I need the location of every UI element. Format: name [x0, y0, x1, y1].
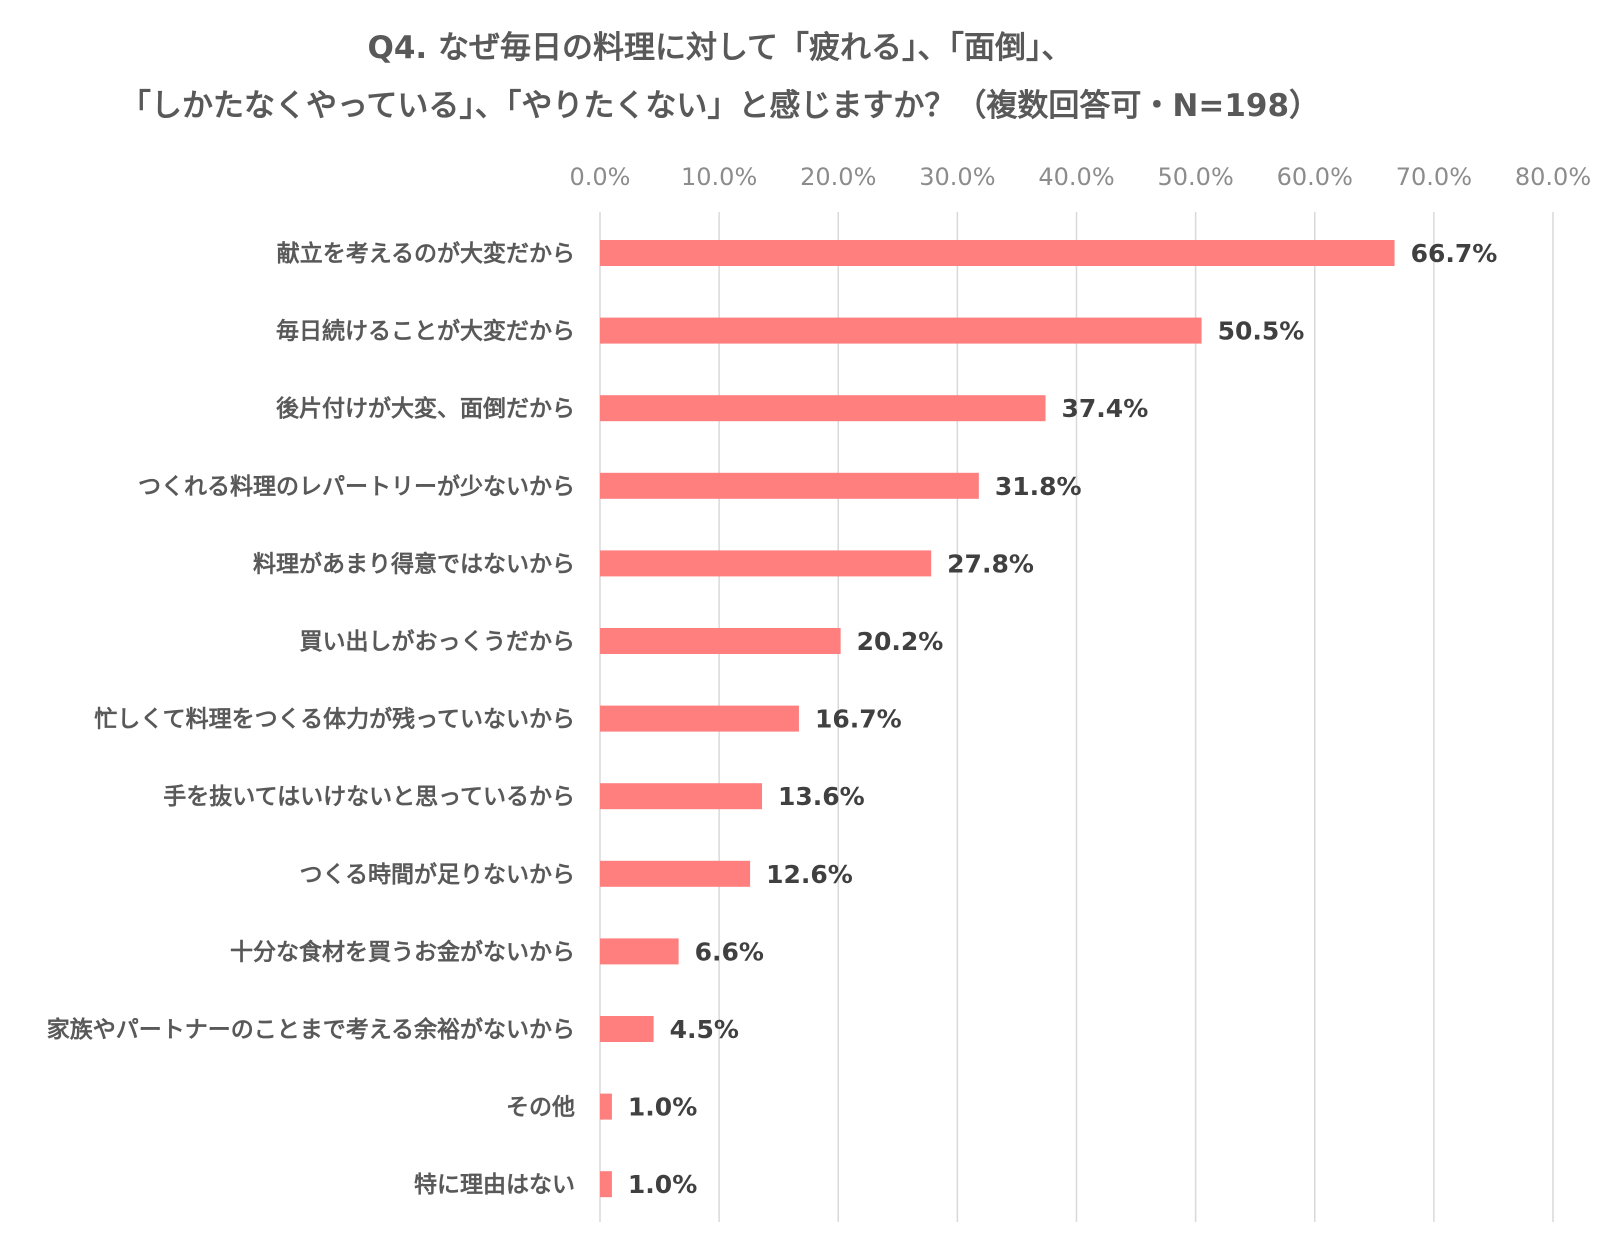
bar	[600, 240, 1395, 266]
category-label: 毎日続けることが大変だから	[276, 318, 575, 345]
category-label: つくれる料理のレパートリーが少ないから	[138, 473, 575, 500]
value-label: 37.4%	[1062, 394, 1149, 423]
x-tick-label: 60.0%	[1277, 163, 1353, 191]
value-labels: 66.7% 50.5% 37.4% 31.8% 27.8% 20.2% 16.7% 13.6%…	[628, 239, 1497, 1199]
bar	[600, 1093, 612, 1120]
x-tick-label: 20.0%	[800, 163, 876, 191]
bar	[600, 783, 763, 810]
category-labels: 献立を考えるのが大変だから毎日続けることが大変だから後片付けが大変、面倒だからつ…	[47, 240, 575, 1198]
gridlines	[599, 212, 1554, 1222]
category-label: つくる時間が足りないから	[299, 861, 575, 888]
category-label: 献立を考えるのが大変だから	[277, 240, 575, 267]
value-label: 1.0%	[628, 1093, 697, 1122]
category-label: 料理があまり得意ではないから	[253, 550, 575, 577]
bar	[600, 395, 1046, 422]
category-label: 家族やパートナーのことまで考える余裕がないから	[47, 1016, 575, 1043]
x-tick-label: 10.0%	[681, 163, 757, 191]
bar	[600, 1016, 654, 1042]
bars	[600, 240, 1395, 1198]
category-label: その他	[506, 1095, 575, 1121]
value-label: 27.8%	[947, 549, 1034, 578]
category-label: 忙しくて料理をつくる体力が残っていないから	[94, 706, 575, 733]
x-tick-label: 40.0%	[1038, 163, 1114, 191]
bar	[600, 628, 841, 654]
bar	[600, 860, 751, 887]
value-label: 12.6%	[766, 860, 853, 889]
x-tick-label: 0.0%	[570, 163, 631, 191]
bar	[600, 317, 1202, 344]
value-label: 31.8%	[995, 472, 1082, 501]
x-axis-tick-labels: 0.0% 10.0% 20.0% 30.0% 40.0% 50.0% 60.0% 70.0% 8…	[570, 163, 1592, 191]
x-tick-label: 80.0%	[1515, 163, 1591, 191]
value-label: 6.6%	[695, 937, 764, 966]
category-label: 手を抜いてはいけないと思っているから	[163, 783, 575, 810]
value-label: 13.6%	[778, 782, 865, 811]
bar	[600, 472, 979, 499]
value-label: 1.0%	[628, 1170, 697, 1199]
bar	[600, 550, 932, 577]
category-label: 特に理由はない	[414, 1172, 575, 1198]
chart-title-line-2: 「しかたなくやっている」、「やりたくない」と感じますか？（複数回答可・N=198…	[119, 88, 1321, 124]
bar	[600, 938, 679, 965]
bar	[600, 705, 799, 732]
value-label: 4.5%	[670, 1015, 739, 1044]
category-label: 買い出しがおっくうだから	[299, 628, 575, 655]
value-label: 16.7%	[815, 705, 902, 734]
bar	[600, 1171, 612, 1198]
value-label: 66.7%	[1411, 239, 1498, 268]
category-label: 後片付けが大変、面倒だから	[276, 395, 575, 422]
value-label: 20.2%	[857, 627, 944, 656]
chart-title-line-1: Q4. なぜ毎日の料理に対して「疲れる」、「面倒」、	[367, 30, 1073, 66]
category-label: 十分な食材を買うお金がないから	[230, 938, 575, 965]
x-tick-label: 30.0%	[919, 163, 995, 191]
value-label: 50.5%	[1218, 317, 1305, 346]
x-tick-label: 50.0%	[1158, 163, 1234, 191]
x-tick-label: 70.0%	[1396, 163, 1472, 191]
